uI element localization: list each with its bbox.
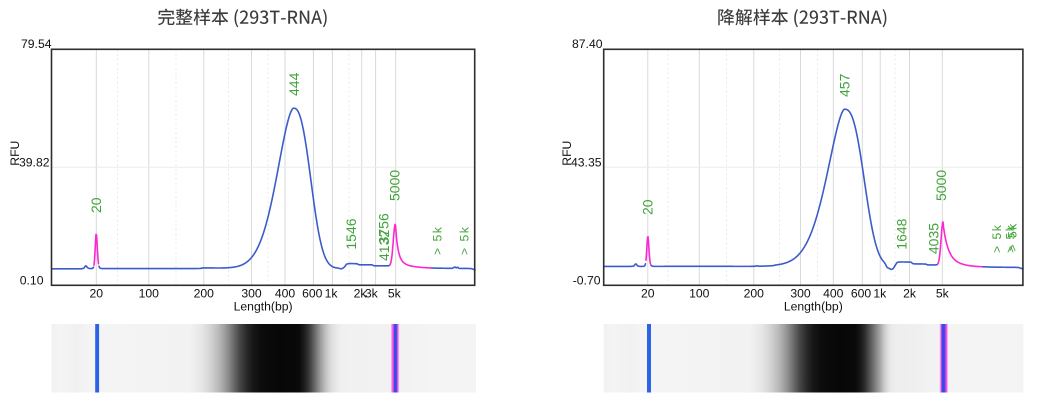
svg-text:1546: 1546 xyxy=(343,218,359,249)
svg-text:3756: 3756 xyxy=(375,213,391,244)
svg-text:457: 457 xyxy=(837,73,853,97)
svg-text:600: 600 xyxy=(851,287,872,301)
svg-text:400: 400 xyxy=(275,287,296,301)
svg-text:1k: 1k xyxy=(325,287,339,301)
svg-text:200: 200 xyxy=(194,287,215,301)
svg-text:600: 600 xyxy=(302,287,323,301)
svg-text:> 5k: > 5k xyxy=(1006,222,1020,251)
svg-text:400: 400 xyxy=(823,287,844,301)
svg-text:> 5k: > 5k xyxy=(1004,224,1018,253)
svg-text:5k: 5k xyxy=(388,287,402,301)
svg-text:RFU: RFU xyxy=(560,141,574,166)
svg-text:> 5k: > 5k xyxy=(431,226,445,255)
svg-text:0.10: 0.10 xyxy=(20,274,44,288)
svg-text:5k: 5k xyxy=(936,287,950,301)
svg-text:5000: 5000 xyxy=(387,170,403,201)
svg-text:2k: 2k xyxy=(354,287,368,301)
svg-text:-0.70: -0.70 xyxy=(573,274,601,288)
svg-text:4035: 4035 xyxy=(926,223,942,254)
svg-text:> 5k: > 5k xyxy=(990,224,1004,253)
svg-text:Length(bp): Length(bp) xyxy=(234,300,293,314)
svg-text:> 5k: > 5k xyxy=(457,226,471,255)
svg-text:39.82: 39.82 xyxy=(19,156,50,170)
svg-text:1k: 1k xyxy=(873,287,887,301)
svg-text:RFU: RFU xyxy=(8,141,22,166)
svg-text:2k: 2k xyxy=(903,287,917,301)
svg-text:200: 200 xyxy=(744,287,765,301)
svg-text:43.35: 43.35 xyxy=(571,156,602,170)
svg-text:4132: 4132 xyxy=(376,230,392,261)
svg-text:100: 100 xyxy=(689,287,710,301)
svg-text:20: 20 xyxy=(88,197,104,213)
svg-text:300: 300 xyxy=(790,287,811,301)
svg-text:20: 20 xyxy=(641,287,655,301)
svg-text:3k: 3k xyxy=(365,287,379,301)
svg-text:444: 444 xyxy=(286,72,302,96)
svg-text:20: 20 xyxy=(90,287,104,301)
svg-text:300: 300 xyxy=(241,287,262,301)
svg-text:20: 20 xyxy=(640,199,656,215)
svg-text:79.54: 79.54 xyxy=(21,37,52,51)
svg-text:5000: 5000 xyxy=(933,170,949,201)
svg-text:100: 100 xyxy=(139,287,160,301)
svg-text:87.40: 87.40 xyxy=(572,37,603,51)
svg-text:1648: 1648 xyxy=(894,218,910,249)
svg-text:Length(bp): Length(bp) xyxy=(784,300,843,314)
